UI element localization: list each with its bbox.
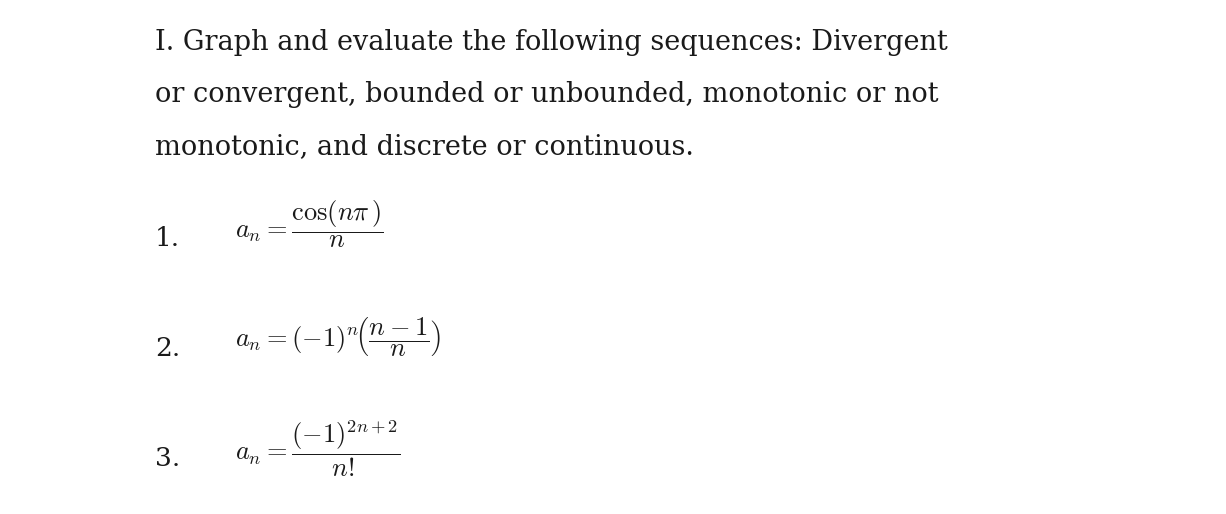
Text: or convergent, bounded or unbounded, monotonic or not: or convergent, bounded or unbounded, mon… — [154, 81, 938, 108]
Text: 3.: 3. — [154, 447, 180, 471]
Text: $a_n = (-1)^n\!\left(\dfrac{n-1}{n}\right)$: $a_n = (-1)^n\!\left(\dfrac{n-1}{n}\righ… — [235, 315, 441, 358]
Text: 2.: 2. — [154, 337, 180, 361]
Text: $a_n = \dfrac{(-1)^{2n+2}}{n!}$: $a_n = \dfrac{(-1)^{2n+2}}{n!}$ — [235, 418, 401, 480]
Text: $a_n = \dfrac{\mathrm{cos}(n\pi\,)}{n}$: $a_n = \dfrac{\mathrm{cos}(n\pi\,)}{n}$ — [235, 198, 384, 250]
Text: I. Graph and evaluate the following sequences: Divergent: I. Graph and evaluate the following sequ… — [154, 29, 948, 56]
Text: 1.: 1. — [154, 227, 180, 251]
Text: monotonic, and discrete or continuous.: monotonic, and discrete or continuous. — [154, 133, 694, 160]
